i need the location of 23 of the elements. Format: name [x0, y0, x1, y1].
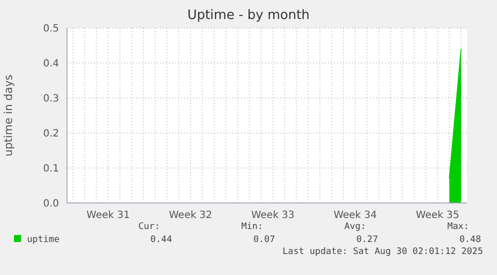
- x-tick-label: Week 35: [416, 210, 460, 222]
- text: 0.44: [149, 235, 172, 245]
- text: Max:: [446, 222, 469, 232]
- y-tick-label: 0.4: [43, 58, 59, 70]
- y-axis-title: uptime in days: [2, 74, 15, 156]
- y-tick-label: 0.0: [43, 198, 59, 210]
- text: Cur:: [137, 222, 160, 232]
- text: Last update: Sat Aug 30 02:01:12 2025: [282, 247, 483, 257]
- x-tick-label: Week 31: [86, 210, 130, 222]
- chart-title: Uptime - by month: [186, 8, 311, 23]
- y-tick-label: 0.1: [43, 164, 59, 175]
- text: Avg:: [343, 222, 366, 232]
- text: 0.07: [252, 235, 275, 245]
- x-tick-label: Week 34: [334, 210, 377, 222]
- text: 0.48: [458, 235, 481, 245]
- text: 0.27: [355, 235, 378, 245]
- x-tick-label: Week 32: [168, 210, 212, 222]
- y-tick-label: 0.2: [43, 128, 59, 140]
- x-tick-label: Week 33: [251, 210, 295, 222]
- legend-label: uptime: [26, 235, 60, 245]
- y-tick-label: 0.5: [43, 24, 59, 35]
- text: Min:: [240, 222, 263, 232]
- y-tick-label: 0.3: [43, 94, 59, 105]
